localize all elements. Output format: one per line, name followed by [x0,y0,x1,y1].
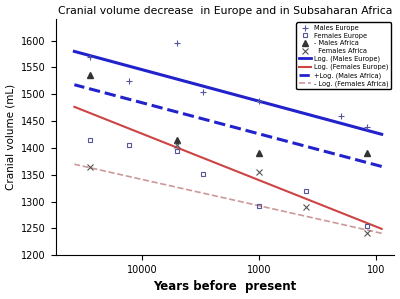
Title: Cranial volume decrease  in Europe and in Subsaharan Africa: Cranial volume decrease in Europe and in… [58,6,392,16]
X-axis label: Years before  present: Years before present [153,280,297,293]
Legend: Males Europe, Females Europe, - Males Africa,   Females Africa, Log. (Males Euro: Males Europe, Females Europe, - Males Af… [296,22,391,89]
Y-axis label: Cranial volume (mL): Cranial volume (mL) [6,84,16,190]
